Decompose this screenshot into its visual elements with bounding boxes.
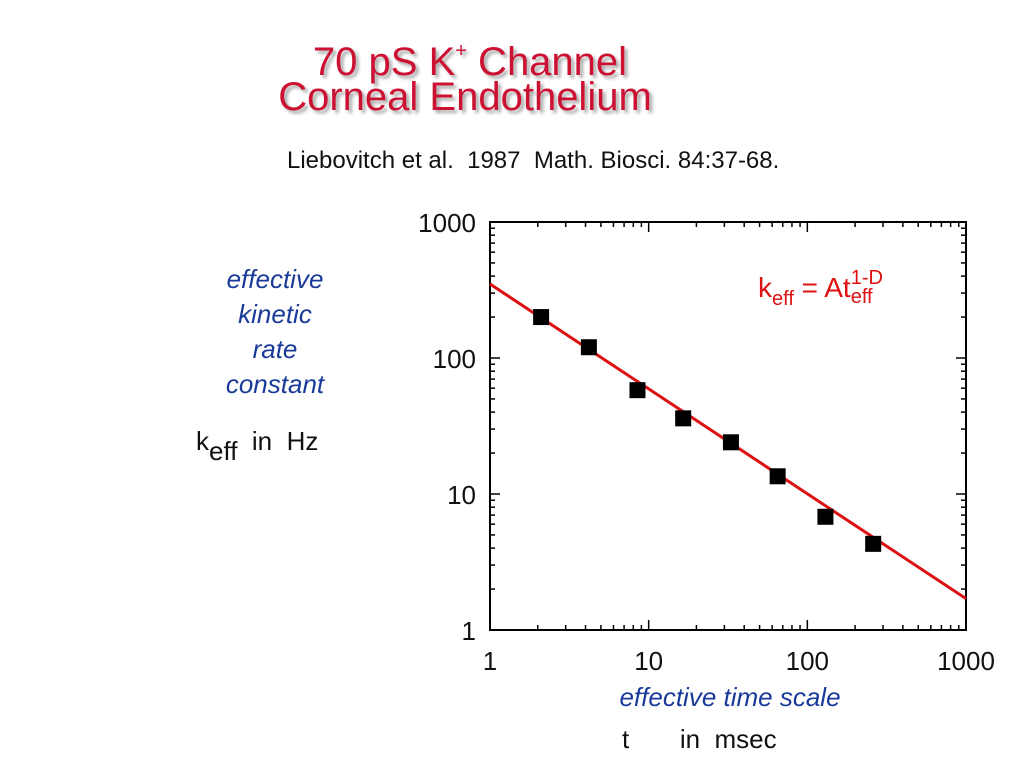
formula-eq: = At	[793, 272, 851, 303]
title-main: 70 pS K	[312, 40, 456, 84]
y-unit-text: in Hz	[237, 426, 319, 456]
y-label-line-4: constant	[225, 369, 325, 399]
plot-frame	[489, 221, 967, 631]
y-unit-sub: eff	[209, 436, 238, 466]
y-tick-label: 1	[462, 616, 476, 646]
formula-t-scripts: 1-D eff	[851, 267, 887, 308]
data-point	[675, 410, 692, 427]
data-point	[769, 468, 786, 485]
x-tick-label: 100	[786, 646, 829, 676]
x-unit-text: in msec	[679, 724, 777, 754]
data-point	[580, 339, 597, 356]
chart-axes	[489, 221, 967, 631]
data-point	[722, 434, 739, 451]
y-axis-unit: keff in Hz	[196, 426, 319, 466]
y-tick-label: 100	[433, 344, 476, 374]
data-point	[865, 535, 882, 552]
y-tick-label: 1000	[418, 208, 476, 238]
y-axis-label: effective kinetic rate constant	[195, 262, 355, 402]
title-superscript: +	[455, 40, 467, 62]
data-point	[629, 382, 646, 399]
x-unit-t: t	[622, 724, 630, 754]
title-line-1: 70 pS K+ Channel	[0, 30, 940, 83]
x-axis-label: effective time scale	[619, 682, 841, 712]
y-tick-label: 10	[447, 480, 476, 510]
title-end: Channel	[466, 40, 628, 84]
formula-k-sub: eff	[772, 288, 794, 310]
y-label-line-1: effective	[226, 264, 324, 294]
tick-labels-group: 1 10 100 1000 1 10 100 1000	[418, 208, 995, 676]
x-tick-label: 1000	[937, 646, 995, 676]
y-unit-k: k	[196, 426, 209, 456]
x-tick-label: 1	[483, 646, 497, 676]
fit-formula: keff = At 1-D eff	[758, 267, 887, 310]
formula-k: k	[758, 272, 772, 303]
citation: Liebovitch et al. 1987 Math. Biosci. 84:…	[287, 147, 780, 174]
y-label-line-2: kinetic	[238, 299, 312, 329]
formula-t-sup: 1-D	[850, 267, 883, 289]
x-axis-unit: t in msec	[622, 724, 777, 755]
title-line-2: Corneal Endothelium	[278, 75, 652, 119]
data-points-group	[533, 309, 882, 552]
y-label-line-3: rate	[252, 334, 298, 364]
x-tick-label: 10	[634, 646, 663, 676]
data-point	[817, 508, 834, 525]
data-point	[533, 309, 550, 326]
formula-t-sub: eff	[850, 286, 873, 308]
